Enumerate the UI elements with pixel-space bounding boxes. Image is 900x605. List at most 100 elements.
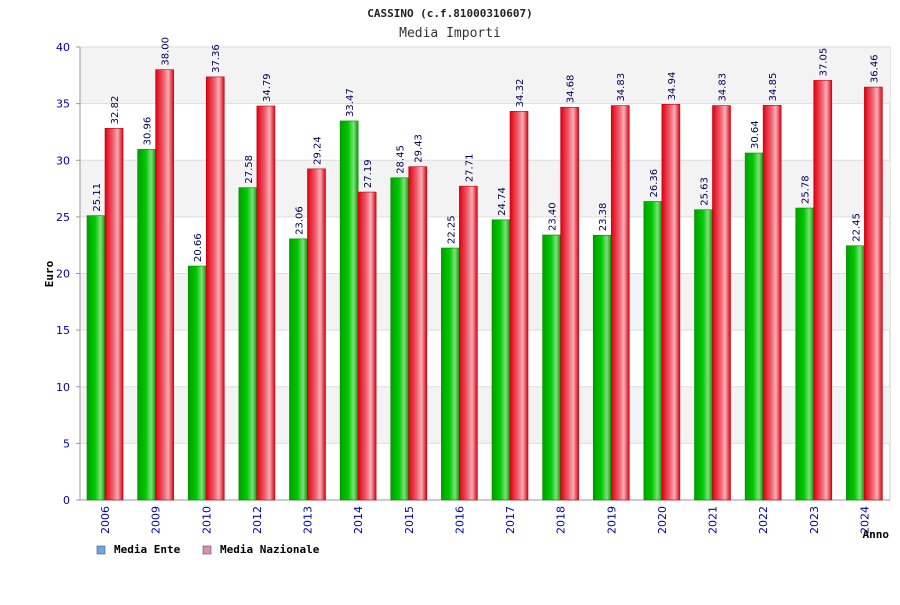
- bar-value-label: 24.74: [497, 187, 508, 216]
- x-axis-ticks: 2006 2009 2010 2012 2013 2014 2015 2016 2017 2018…: [99, 506, 871, 534]
- x-tick-label: 2014: [352, 506, 365, 534]
- bar-media-ente: [187, 265, 207, 501]
- bar-media-nazionale: [610, 105, 630, 501]
- bar-media-ente: [491, 219, 511, 501]
- x-tick-label: 2012: [251, 506, 264, 534]
- y-axis-label: Euro: [43, 260, 56, 287]
- x-tick-label: 2019: [605, 506, 618, 534]
- bars-group: [86, 69, 883, 501]
- bar-media-nazionale: [813, 80, 833, 501]
- bar-media-nazionale: [712, 105, 731, 501]
- bar-value-label: 30.96: [143, 117, 154, 146]
- bar-value-label: 34.68: [566, 75, 577, 104]
- bar-value-label: 34.83: [718, 73, 729, 102]
- x-tick-label: 2017: [504, 506, 517, 534]
- bar-value-label: 34.85: [768, 73, 779, 102]
- bar-media-nazionale: [205, 76, 225, 501]
- y-tick-label: 35: [56, 98, 70, 111]
- bar-value-label: 22.45: [851, 213, 862, 242]
- bar-media-ente: [846, 245, 865, 501]
- bar-value-label: 23.06: [295, 206, 306, 235]
- bar-media-nazionale: [459, 185, 478, 501]
- x-tick-label: 2015: [403, 506, 416, 534]
- bar-media-ente: [694, 209, 713, 501]
- y-tick-label: 15: [56, 324, 70, 337]
- y-tick-label: 25: [56, 211, 70, 224]
- y-tick-label: 5: [63, 437, 70, 450]
- y-tick-label: 10: [56, 381, 70, 394]
- bar-media-nazionale: [864, 86, 883, 501]
- bar-media-nazionale: [408, 166, 428, 501]
- value-labels-group: 25.11 32.82 30.96 38.00 20.66 37.36 27.58 34.79…: [92, 37, 880, 262]
- bar-media-ente: [744, 152, 764, 501]
- x-tick-label: 2006: [99, 506, 112, 534]
- bar-media-ente: [339, 120, 359, 501]
- bar-value-label: 25.11: [92, 183, 103, 212]
- bar-value-label: 29.43: [414, 134, 425, 163]
- x-tick-label: 2010: [200, 506, 213, 534]
- x-tick-label: 2018: [555, 506, 568, 534]
- bar-media-ente: [795, 207, 815, 501]
- x-tick-label: 2016: [453, 506, 466, 534]
- y-tick-label: 40: [56, 41, 70, 54]
- bar-value-label: 20.66: [193, 233, 204, 262]
- chart-title: CASSINO (c.f.81000310607): [367, 7, 533, 20]
- bar-value-label: 23.38: [598, 203, 609, 232]
- x-tick-label: 2020: [656, 506, 669, 534]
- y-tick-label: 20: [56, 268, 70, 281]
- bar-media-ente: [542, 234, 561, 501]
- bar-value-label: 28.45: [396, 145, 407, 174]
- bar-media-nazionale: [256, 105, 276, 501]
- bar-value-label: 38.00: [161, 37, 172, 66]
- bar-value-label: 30.64: [750, 120, 761, 149]
- x-tick-label: 2023: [808, 506, 821, 534]
- x-tick-label: 2013: [302, 506, 315, 534]
- bar-value-label: 32.82: [110, 96, 121, 125]
- y-tick-label: 30: [56, 154, 70, 167]
- bar-media-nazionale: [661, 104, 681, 501]
- bar-media-nazionale: [104, 128, 124, 501]
- bar-media-nazionale: [762, 105, 782, 501]
- bar-value-label: 25.78: [801, 175, 812, 204]
- legend-swatch: [202, 545, 212, 555]
- bar-media-ente: [238, 187, 258, 501]
- y-axis-ticks: 0 5 10 15 20 25 30 35 40: [56, 41, 80, 507]
- bar-value-label: 33.47: [345, 88, 356, 117]
- bar-media-ente: [441, 247, 460, 501]
- bar-value-label: 37.36: [211, 44, 222, 73]
- bar-media-ente: [390, 177, 410, 501]
- x-tick-label: 2009: [150, 506, 163, 534]
- bar-media-ente: [137, 149, 156, 501]
- bar-value-label: 23.40: [548, 202, 559, 231]
- bar-value-label: 27.71: [464, 154, 475, 183]
- bar-value-label: 25.63: [700, 177, 711, 206]
- bar-value-label: 34.79: [262, 73, 273, 102]
- bar-value-label: 22.25: [446, 215, 457, 244]
- bar-value-label: 37.05: [819, 48, 830, 77]
- bar-media-nazionale: [155, 69, 174, 501]
- legend-swatch: [96, 545, 106, 555]
- bar-value-label: 27.58: [244, 155, 255, 184]
- bar-media-ente: [86, 215, 106, 501]
- bar-value-label: 34.83: [616, 73, 627, 102]
- bar-media-nazionale: [560, 106, 579, 501]
- y-tick-label: 0: [63, 494, 70, 507]
- legend-label: Media Ente: [114, 543, 181, 556]
- bar-media-ente: [289, 238, 308, 501]
- legend-label: Media Nazionale: [220, 543, 320, 556]
- x-tick-label: 2021: [707, 506, 720, 534]
- bar-media-nazionale: [307, 168, 326, 501]
- chart-subtitle: Media Importi: [399, 26, 501, 41]
- bar-value-label: 34.32: [515, 79, 526, 108]
- bar-value-label: 26.36: [649, 169, 660, 198]
- bar-media-ente: [643, 201, 663, 501]
- x-tick-label: 2024: [858, 506, 871, 534]
- bar-media-nazionale: [357, 191, 377, 501]
- x-tick-label: 2022: [757, 506, 770, 534]
- bar-media-nazionale: [509, 111, 529, 501]
- bar-value-label: 29.24: [313, 136, 324, 165]
- bar-value-label: 27.19: [363, 159, 374, 188]
- x-axis-label: Anno: [863, 528, 890, 541]
